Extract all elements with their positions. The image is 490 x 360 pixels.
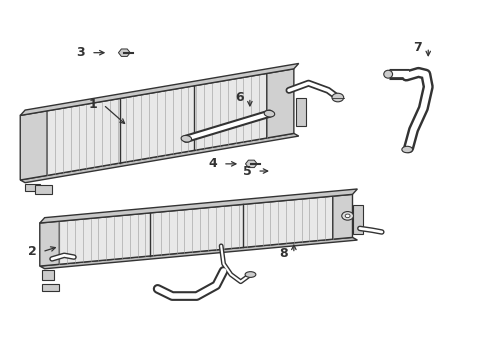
- Text: 6: 6: [235, 91, 244, 104]
- Circle shape: [342, 212, 353, 220]
- Ellipse shape: [402, 146, 413, 153]
- Text: 7: 7: [414, 41, 422, 54]
- Polygon shape: [353, 205, 363, 234]
- Text: 2: 2: [27, 245, 36, 258]
- Text: 4: 4: [208, 157, 217, 170]
- Polygon shape: [40, 189, 357, 223]
- Ellipse shape: [384, 70, 392, 78]
- Polygon shape: [42, 284, 59, 291]
- Polygon shape: [20, 63, 299, 116]
- Text: 3: 3: [76, 46, 85, 59]
- Text: 5: 5: [243, 165, 251, 177]
- Circle shape: [332, 93, 343, 102]
- Polygon shape: [333, 194, 352, 239]
- Polygon shape: [267, 69, 294, 138]
- Circle shape: [345, 214, 350, 218]
- Polygon shape: [42, 270, 54, 280]
- Text: 1: 1: [89, 98, 98, 111]
- Ellipse shape: [245, 272, 256, 278]
- Polygon shape: [25, 184, 40, 191]
- Polygon shape: [35, 185, 52, 194]
- Text: 8: 8: [279, 247, 288, 260]
- Ellipse shape: [264, 110, 275, 117]
- Polygon shape: [40, 221, 59, 266]
- Polygon shape: [47, 73, 267, 175]
- Polygon shape: [20, 134, 299, 183]
- Ellipse shape: [181, 135, 192, 142]
- Polygon shape: [119, 49, 130, 57]
- Polygon shape: [20, 111, 47, 180]
- Polygon shape: [40, 237, 357, 269]
- Polygon shape: [245, 160, 257, 168]
- Polygon shape: [296, 98, 306, 126]
- Polygon shape: [59, 196, 333, 264]
